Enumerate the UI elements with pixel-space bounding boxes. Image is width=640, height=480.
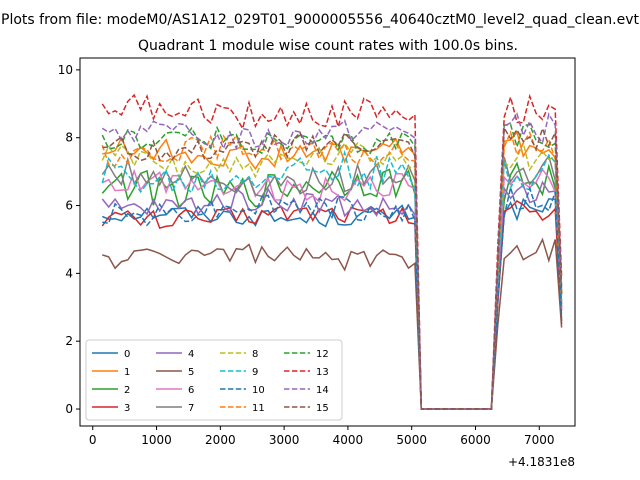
x-offset-label: +4.1831e8 xyxy=(508,455,575,469)
y-tick-label: 10 xyxy=(58,63,73,77)
x-tick-label: 7000 xyxy=(524,433,555,447)
legend-label-14: 14 xyxy=(316,385,329,396)
legend-label-3: 3 xyxy=(124,403,130,414)
legend-label-7: 7 xyxy=(188,403,194,414)
axes-frame xyxy=(79,57,576,427)
legend-label-12: 12 xyxy=(316,349,329,360)
series-line-10 xyxy=(102,185,563,410)
legend-label-15: 15 xyxy=(316,403,329,414)
legend-label-10: 10 xyxy=(252,385,265,396)
legend-label-8: 8 xyxy=(252,349,258,360)
legend-label-11: 11 xyxy=(252,403,265,414)
legend-label-1: 1 xyxy=(124,367,130,378)
chart-title: Quadrant 1 module wise count rates with … xyxy=(138,38,518,54)
y-tick-label: 4 xyxy=(65,266,73,280)
legend-label-0: 0 xyxy=(124,349,130,360)
x-tick-label: 0 xyxy=(89,433,97,447)
x-tick-label: 1000 xyxy=(141,433,172,447)
x-tick-label: 6000 xyxy=(460,433,491,447)
legend-label-2: 2 xyxy=(124,385,130,396)
series-line-11 xyxy=(101,130,563,410)
legend-label-6: 6 xyxy=(188,385,194,396)
figure-suptitle: Plots from file: modeM0/AS1A12_029T01_90… xyxy=(1,12,639,28)
legend-label-9: 9 xyxy=(252,367,258,378)
plot-area xyxy=(101,93,563,410)
y-tick-label: 2 xyxy=(65,334,73,348)
y-tick-label: 8 xyxy=(65,131,73,145)
x-tick-label: 3000 xyxy=(269,433,300,447)
series-line-15 xyxy=(102,125,563,410)
legend-box xyxy=(85,339,343,421)
y-tick-label: 6 xyxy=(65,199,73,213)
x-tick-label: 4000 xyxy=(333,433,364,447)
x-tick-label: 2000 xyxy=(205,433,236,447)
legend-label-13: 13 xyxy=(316,367,329,378)
legend-label-4: 4 xyxy=(188,349,194,360)
x-axis: 0 1000 2000 3000 4000 5000 6000 7000 xyxy=(89,426,555,447)
y-tick-label: 0 xyxy=(65,402,73,416)
legend-label-5: 5 xyxy=(188,367,194,378)
y-axis: 0 2 4 6 8 10 xyxy=(58,63,80,416)
x-tick-label: 5000 xyxy=(396,433,427,447)
